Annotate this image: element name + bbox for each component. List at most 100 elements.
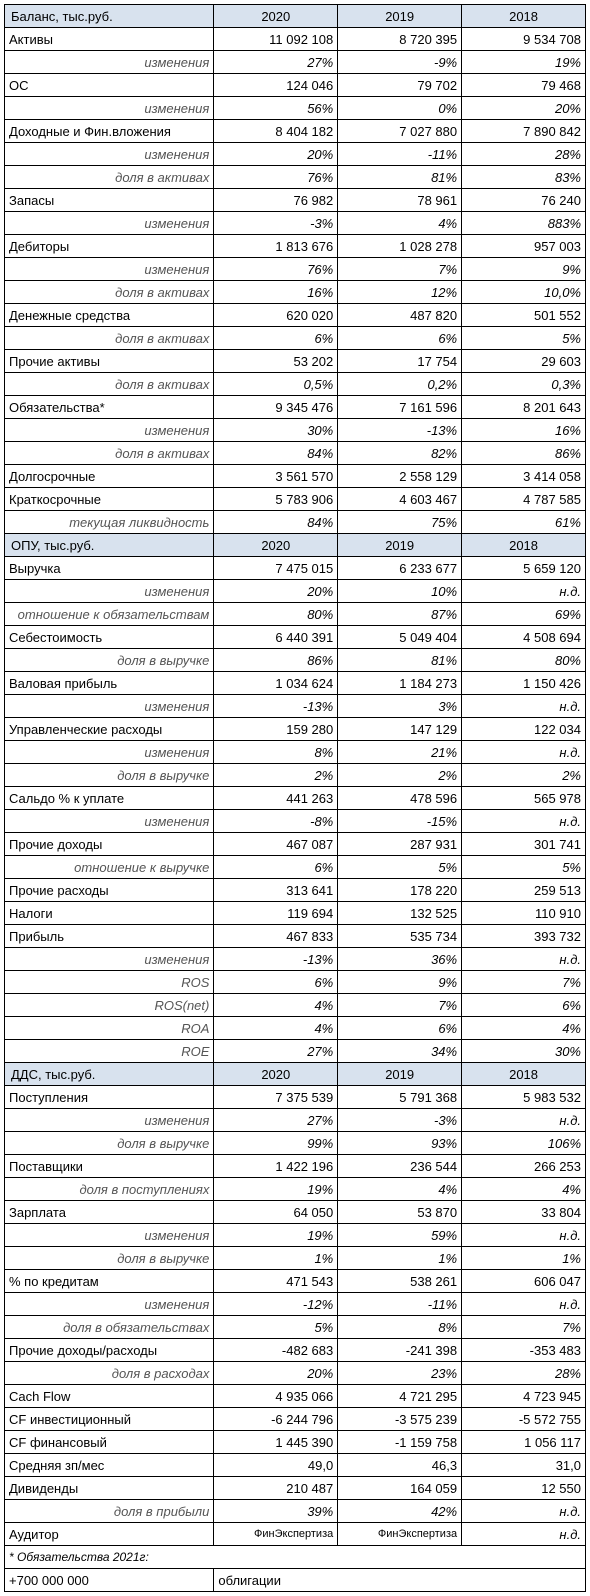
row-label: Поступления bbox=[5, 1086, 214, 1109]
table-row: доля в активах76%81%83% bbox=[5, 166, 586, 189]
table-row: Прибыль467 833535 734393 732 bbox=[5, 925, 586, 948]
row-label: Денежные средства bbox=[5, 304, 214, 327]
table-row: Прочие доходы467 087287 931301 741 bbox=[5, 833, 586, 856]
table-row: ROE27%34%30% bbox=[5, 1040, 586, 1063]
row-label: Прочие активы bbox=[5, 350, 214, 373]
row-label: Дебиторы bbox=[5, 235, 214, 258]
year-col: 2018 bbox=[462, 1063, 586, 1086]
section-title: ДДС, тыс.руб. bbox=[5, 1063, 214, 1086]
section-header-balance: Баланс, тыс.руб. 2020 2019 2018 bbox=[5, 5, 586, 28]
table-row: изменения20%-11%28% bbox=[5, 143, 586, 166]
table-row: Сальдо % к уплате441 263478 596565 978 bbox=[5, 787, 586, 810]
table-row: Прочие активы53 20217 75429 603 bbox=[5, 350, 586, 373]
footnote-row: +700 000 000 облигации bbox=[5, 1569, 586, 1592]
table-row: ROA4%6%4% bbox=[5, 1017, 586, 1040]
row-label: Аудитор bbox=[5, 1523, 214, 1546]
table-row: изменения-12%-11%н.д. bbox=[5, 1293, 586, 1316]
row-label: CF финансовый bbox=[5, 1431, 214, 1454]
table-row: Поступления7 375 5395 791 3685 983 532 bbox=[5, 1086, 586, 1109]
year-col: 2019 bbox=[338, 534, 462, 557]
row-label: Управленческие расходы bbox=[5, 718, 214, 741]
row-label: Прибыль bbox=[5, 925, 214, 948]
section-title: Баланс, тыс.руб. bbox=[5, 5, 214, 28]
row-label: Поставщики bbox=[5, 1155, 214, 1178]
year-col: 2019 bbox=[338, 1063, 462, 1086]
table-row: % по кредитам471 543538 261606 047 bbox=[5, 1270, 586, 1293]
table-row: CF инвестиционный-6 244 796-3 575 239-5 … bbox=[5, 1408, 586, 1431]
table-row: доля в активах16%12%10,0% bbox=[5, 281, 586, 304]
row-label: Средняя зп/мес bbox=[5, 1454, 214, 1477]
row-label: % по кредитам bbox=[5, 1270, 214, 1293]
row-label: Прочие доходы/расходы bbox=[5, 1339, 214, 1362]
table-row: Зарплата64 05053 87033 804 bbox=[5, 1201, 586, 1224]
table-row: доля в прибыли39%42%н.д. bbox=[5, 1500, 586, 1523]
table-row: доля в расходах20%23%28% bbox=[5, 1362, 586, 1385]
table-row: изменения-13%3%н.д. bbox=[5, 695, 586, 718]
table-row: Валовая прибыль1 034 6241 184 2731 150 4… bbox=[5, 672, 586, 695]
table-row: АудиторФинЭкспертизаФинЭкспертизан.д. bbox=[5, 1523, 586, 1546]
table-row: изменения19%59%н.д. bbox=[5, 1224, 586, 1247]
table-row: ОС124 04679 70279 468 bbox=[5, 74, 586, 97]
table-row: Обязательства*9 345 4767 161 5968 201 64… bbox=[5, 396, 586, 419]
section-header-opu: ОПУ, тыс.руб. 2020 2019 2018 bbox=[5, 534, 586, 557]
row-label: Краткосрочные bbox=[5, 488, 214, 511]
table-row: Управленческие расходы159 280147 129122 … bbox=[5, 718, 586, 741]
table-row: Поставщики1 422 196236 544266 253 bbox=[5, 1155, 586, 1178]
row-label: Cach Flow bbox=[5, 1385, 214, 1408]
row-label: Доходные и Фин.вложения bbox=[5, 120, 214, 143]
section-header-dds: ДДС, тыс.руб. 2020 2019 2018 bbox=[5, 1063, 586, 1086]
table-row: Cach Flow4 935 0664 721 2954 723 945 bbox=[5, 1385, 586, 1408]
table-row: изменения8%21%н.д. bbox=[5, 741, 586, 764]
table-row: доля в выручке2%2%2% bbox=[5, 764, 586, 787]
table-row: CF финансовый1 445 390-1 159 7581 056 11… bbox=[5, 1431, 586, 1454]
row-label: Валовая прибыль bbox=[5, 672, 214, 695]
table-row: Себестоимость6 440 3915 049 4044 508 694 bbox=[5, 626, 586, 649]
table-row: изменения27%-9%19% bbox=[5, 51, 586, 74]
footnote-desc: облигации bbox=[214, 1569, 586, 1592]
table-row: Запасы76 98278 96176 240 bbox=[5, 189, 586, 212]
row-label: Обязательства* bbox=[5, 396, 214, 419]
table-row: Прочие расходы313 641178 220259 513 bbox=[5, 879, 586, 902]
row-label: Дивиденды bbox=[5, 1477, 214, 1500]
row-label: Выручка bbox=[5, 557, 214, 580]
table-row: отношение к выручке6%5%5% bbox=[5, 856, 586, 879]
table-row: изменения56%0%20% bbox=[5, 97, 586, 120]
table-row: доля в выручке99%93%106% bbox=[5, 1132, 586, 1155]
footnote-title: * Обязательства 2021г: bbox=[5, 1546, 586, 1569]
row-label: Активы bbox=[5, 28, 214, 51]
table-row: Налоги119 694132 525110 910 bbox=[5, 902, 586, 925]
row-label: Запасы bbox=[5, 189, 214, 212]
table-row: Долгосрочные3 561 5702 558 1293 414 058 bbox=[5, 465, 586, 488]
table-row: Выручка7 475 0156 233 6775 659 120 bbox=[5, 557, 586, 580]
row-label: Зарплата bbox=[5, 1201, 214, 1224]
row-label: Налоги bbox=[5, 902, 214, 925]
table-row: Краткосрочные5 783 9064 603 4674 787 585 bbox=[5, 488, 586, 511]
table-row: доля в активах84%82%86% bbox=[5, 442, 586, 465]
financial-table: Баланс, тыс.руб. 2020 2019 2018 Активы11… bbox=[4, 4, 586, 1592]
table-row: доля в активах0,5%0,2%0,3% bbox=[5, 373, 586, 396]
table-row: изменения-13%36%н.д. bbox=[5, 948, 586, 971]
row-label: Сальдо % к уплате bbox=[5, 787, 214, 810]
table-row: доля в активах6%6%5% bbox=[5, 327, 586, 350]
table-row: Денежные средства620 020487 820501 552 bbox=[5, 304, 586, 327]
table-row: Доходные и Фин.вложения8 404 1827 027 88… bbox=[5, 120, 586, 143]
table-row: доля в выручке1%1%1% bbox=[5, 1247, 586, 1270]
table-row: доля в поступлениях19%4%4% bbox=[5, 1178, 586, 1201]
table-row: ROS(net)4%7%6% bbox=[5, 994, 586, 1017]
table-row: доля в обязательствах5%8%7% bbox=[5, 1316, 586, 1339]
table-row: Прочие доходы/расходы-482 683-241 398-35… bbox=[5, 1339, 586, 1362]
row-label: Долгосрочные bbox=[5, 465, 214, 488]
table-row: Дебиторы1 813 6761 028 278957 003 bbox=[5, 235, 586, 258]
table-row: доля в выручке86%81%80% bbox=[5, 649, 586, 672]
row-label: Себестоимость bbox=[5, 626, 214, 649]
year-col: 2018 bbox=[462, 5, 586, 28]
year-col: 2020 bbox=[214, 5, 338, 28]
year-col: 2020 bbox=[214, 1063, 338, 1086]
year-col: 2019 bbox=[338, 5, 462, 28]
row-label: Прочие доходы bbox=[5, 833, 214, 856]
table-row: изменения76%7%9% bbox=[5, 258, 586, 281]
table-row: Активы11 092 1088 720 3959 534 708 bbox=[5, 28, 586, 51]
section-title: ОПУ, тыс.руб. bbox=[5, 534, 214, 557]
table-row: изменения20%10%н.д. bbox=[5, 580, 586, 603]
row-label: Прочие расходы bbox=[5, 879, 214, 902]
